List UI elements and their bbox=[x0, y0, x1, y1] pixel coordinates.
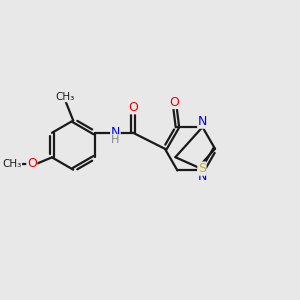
Text: CH₃: CH₃ bbox=[56, 92, 75, 102]
Text: H: H bbox=[111, 135, 120, 145]
Text: CH₃: CH₃ bbox=[2, 158, 22, 169]
Text: N: N bbox=[111, 126, 120, 139]
Text: N: N bbox=[198, 115, 207, 128]
Text: N: N bbox=[198, 170, 207, 183]
Text: O: O bbox=[27, 157, 37, 170]
Text: S: S bbox=[198, 162, 206, 175]
Text: O: O bbox=[129, 101, 139, 114]
Text: O: O bbox=[169, 95, 179, 109]
